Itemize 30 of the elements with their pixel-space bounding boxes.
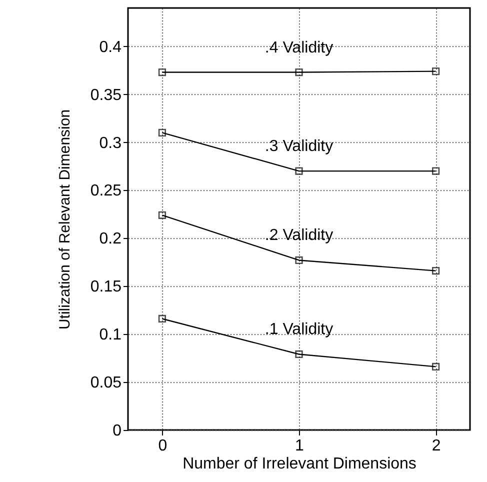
series-label: .3 Validity	[264, 138, 334, 156]
y-tick-label: 0.2	[99, 230, 122, 248]
point	[158, 68, 166, 76]
y-tick-label: 0.35	[90, 86, 122, 104]
y-axis-title: Utilization of Relevant Dimension	[56, 109, 74, 330]
point	[158, 211, 166, 219]
point	[295, 167, 303, 175]
x-axis-title: Number of Irrelevant Dimensions	[182, 456, 416, 472]
y-tick-label: 0.1	[99, 326, 122, 344]
y-tick-label: 0.4	[99, 38, 122, 56]
y-tick-label: 0	[112, 422, 122, 440]
point	[432, 362, 440, 371]
x-tick-label: 2	[432, 438, 441, 454]
point	[432, 266, 440, 275]
y-tick-label: 0.05	[90, 374, 122, 392]
y-tick-label: 0.25	[90, 182, 122, 200]
point	[432, 167, 440, 175]
y-tick-label: 0.15	[90, 278, 122, 296]
point	[295, 350, 303, 358]
series-label: .2 Validity	[264, 227, 334, 244]
series-label: .4 Validity	[264, 39, 334, 56]
point	[432, 67, 440, 76]
point	[295, 68, 303, 76]
point	[295, 256, 303, 264]
point	[158, 128, 166, 136]
y-tick-label: 0.3	[99, 134, 122, 152]
series-label: .1 Validity	[264, 321, 334, 338]
x-tick-label: 1	[295, 438, 304, 454]
point	[158, 314, 166, 323]
x-tick-label: 0	[158, 438, 168, 454]
